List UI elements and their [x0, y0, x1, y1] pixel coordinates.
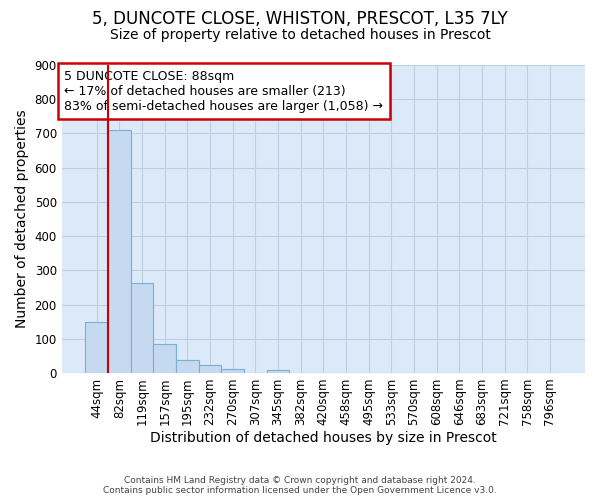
- X-axis label: Distribution of detached houses by size in Prescot: Distribution of detached houses by size …: [150, 431, 497, 445]
- Bar: [221, 369, 244, 373]
- Bar: [176, 360, 199, 373]
- Bar: [108, 130, 131, 373]
- Bar: [266, 370, 289, 373]
- Text: 5, DUNCOTE CLOSE, WHISTON, PRESCOT, L35 7LY: 5, DUNCOTE CLOSE, WHISTON, PRESCOT, L35 …: [92, 10, 508, 28]
- Bar: [154, 344, 176, 373]
- Bar: [199, 365, 221, 373]
- Text: Contains HM Land Registry data © Crown copyright and database right 2024.
Contai: Contains HM Land Registry data © Crown c…: [103, 476, 497, 495]
- Text: Size of property relative to detached houses in Prescot: Size of property relative to detached ho…: [110, 28, 490, 42]
- Y-axis label: Number of detached properties: Number of detached properties: [15, 110, 29, 328]
- Text: 5 DUNCOTE CLOSE: 88sqm
← 17% of detached houses are smaller (213)
83% of semi-de: 5 DUNCOTE CLOSE: 88sqm ← 17% of detached…: [64, 70, 383, 112]
- Bar: [131, 283, 154, 373]
- Bar: [85, 322, 108, 373]
